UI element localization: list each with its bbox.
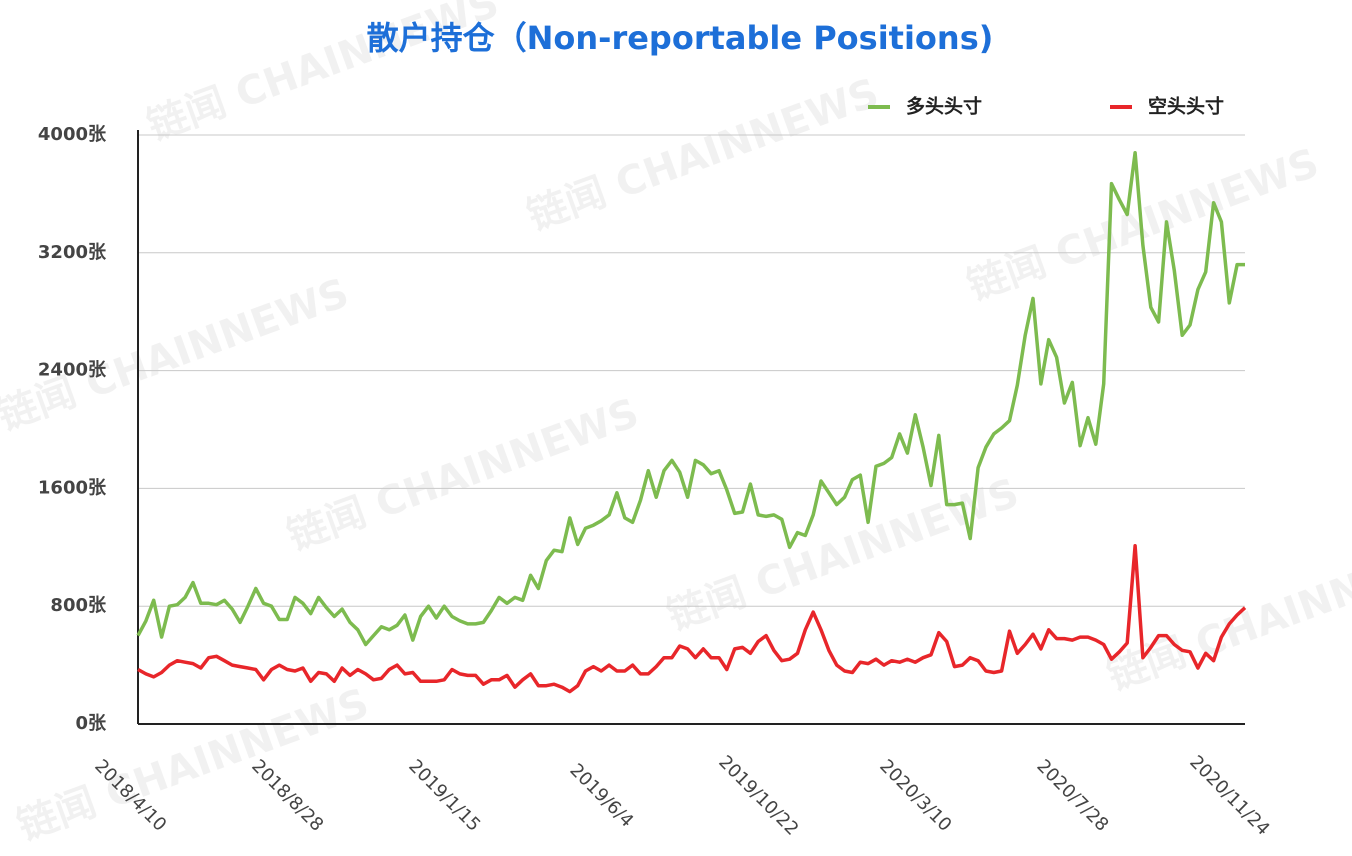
y-tick-label: 1600张 bbox=[38, 477, 107, 498]
watermark: 链闻 CHAINNEWS bbox=[661, 470, 1024, 640]
x-tick-label: 2019/1/15 bbox=[404, 756, 484, 836]
watermark: 链闻 CHAINNEWS bbox=[521, 70, 884, 240]
x-tick-label: 2018/8/28 bbox=[247, 756, 327, 836]
line-series bbox=[136, 150, 1245, 647]
y-tick-label: 4000张 bbox=[38, 124, 107, 145]
chart-title: 散户持仓（Non-reportable Positions) bbox=[367, 19, 994, 57]
x-tick-label: 2020/11/24 bbox=[1185, 752, 1273, 840]
legend-label: 多头头寸 bbox=[906, 95, 982, 118]
y-tick-label: 3200张 bbox=[38, 242, 107, 263]
legend-label: 空头头寸 bbox=[1148, 95, 1224, 118]
watermark: 链闻 CHAINNEWS bbox=[0, 270, 355, 440]
watermark: 链闻 CHAINNEWS bbox=[281, 390, 644, 560]
x-tick-label: 2019/10/22 bbox=[714, 752, 802, 840]
watermark: 链闻 CHAINNEWS bbox=[961, 140, 1324, 310]
y-tick-label: 800张 bbox=[50, 595, 107, 616]
y-tick-label: 0张 bbox=[75, 713, 107, 734]
x-tick-label: 2019/6/4 bbox=[565, 760, 637, 832]
x-tick-label: 2020/7/28 bbox=[1032, 756, 1112, 836]
y-tick-label: 2400张 bbox=[38, 360, 107, 381]
x-tick-label: 2020/3/10 bbox=[875, 756, 955, 836]
line-series bbox=[137, 544, 1247, 694]
